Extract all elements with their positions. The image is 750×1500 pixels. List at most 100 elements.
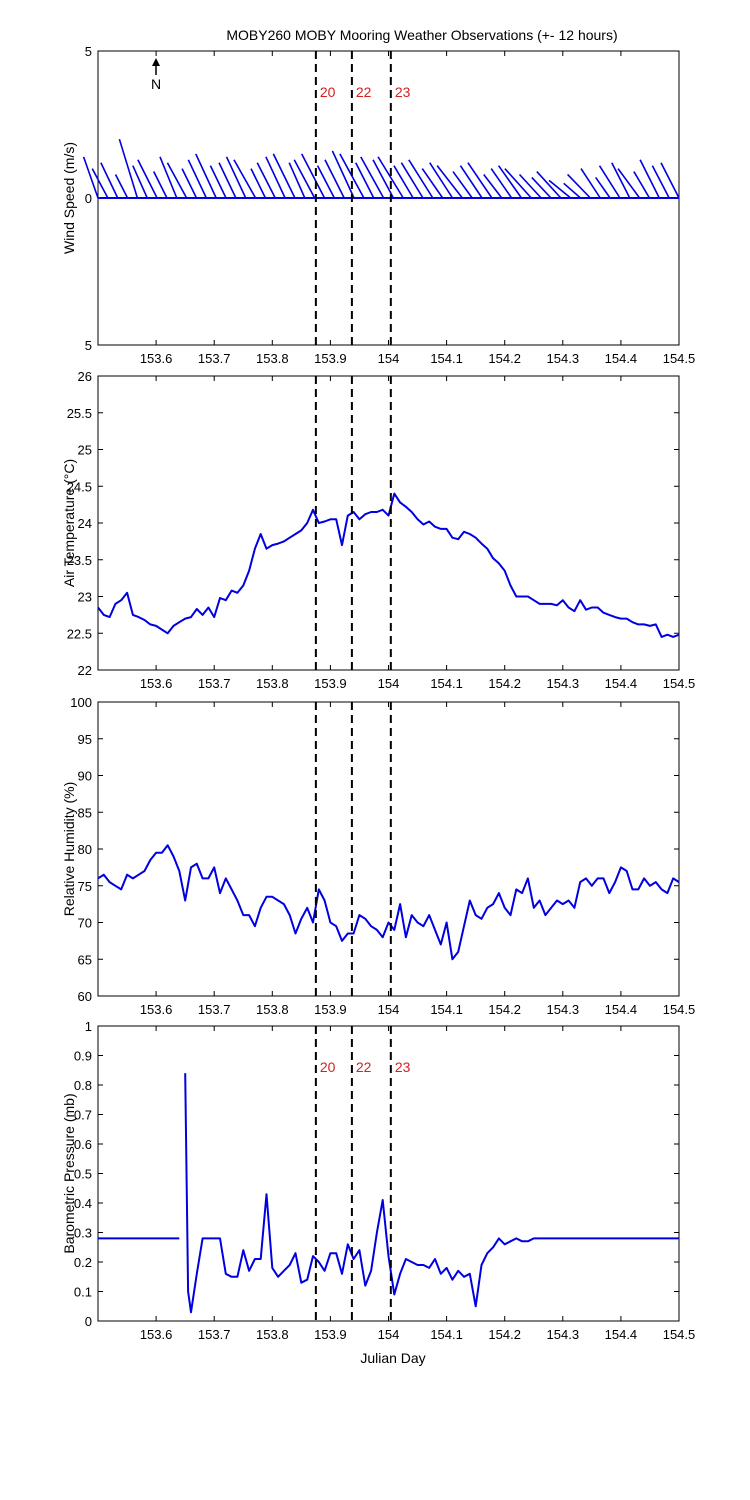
event-marker-label: 22: [356, 1059, 372, 1075]
x-tick-label: 153.8: [256, 351, 289, 366]
wind-stick: [159, 156, 178, 199]
event-marker-label: 22: [356, 84, 372, 100]
y-tick-label: 0.9: [74, 1049, 92, 1064]
wind-stick: [360, 156, 385, 199]
event-marker-label: 20: [320, 84, 336, 100]
x-tick-label: 154.2: [488, 1327, 521, 1342]
x-tick-label: 153.6: [140, 351, 173, 366]
x-tick-label: 154: [378, 351, 400, 366]
y-tick-label: 5: [85, 338, 92, 353]
wind-stick: [218, 162, 237, 199]
y-tick-label: 70: [78, 916, 92, 931]
wind-stick: [233, 159, 257, 199]
y-tick-label: 0.3: [74, 1226, 92, 1241]
series-line-1: [98, 1073, 679, 1314]
x-tick-label: 154.1: [430, 1327, 463, 1342]
y-tick-label: 0.8: [74, 1078, 92, 1093]
y-tick-label: 60: [78, 989, 92, 1004]
wind-stick: [153, 171, 168, 199]
x-tick-label: 154.3: [547, 351, 580, 366]
wind-stick: [611, 162, 631, 199]
wind-stick: [293, 159, 316, 199]
wind-stick: [114, 174, 129, 199]
wind-stick: [408, 159, 434, 199]
y-tick-label: 23.5: [67, 553, 92, 568]
y-tick-label: 100: [70, 695, 92, 710]
chart-panel-3: 153.6 153.7 153.8 153.9 154 154.1 154.2 154.3 15…: [61, 695, 695, 1017]
x-tick-label: 153.9: [314, 1002, 347, 1017]
wind-stick: [187, 159, 208, 199]
figure-title: MOBY260 MOBY Mooring Weather Observation…: [226, 27, 617, 43]
chart-panel-4: 153.6 153.7 153.8 153.9 154 154.1 154.2 154.3 15…: [61, 1019, 695, 1342]
x-tick-label: 153.8: [256, 1002, 289, 1017]
x-tick-label: 154.1: [430, 676, 463, 691]
wind-stick: [639, 159, 661, 199]
x-tick-label: 154.2: [488, 676, 521, 691]
wind-stick: [617, 168, 641, 199]
x-tick-label: 154.4: [605, 351, 638, 366]
wind-stick: [132, 165, 148, 199]
wind-stick: [400, 162, 424, 199]
y-axis-label: Wind Speed (m/s): [61, 142, 77, 254]
y-tick-label: 0.4: [74, 1196, 92, 1211]
axes-frame: [97, 375, 680, 671]
wind-stick: [436, 165, 463, 199]
x-tick-label: 154.3: [547, 1327, 580, 1342]
y-tick-label: 24: [78, 516, 92, 531]
wind-stick: [300, 153, 326, 199]
y-tick-label: 26: [78, 369, 92, 384]
wind-stick: [490, 168, 513, 199]
wind-stick: [651, 165, 670, 199]
x-axis-label: Julian Day: [360, 1350, 425, 1366]
wind-stick: [452, 171, 473, 199]
x-tick-label: 154.1: [430, 351, 463, 366]
wind-stick: [421, 168, 444, 199]
event-marker-label: 20: [320, 1059, 336, 1075]
wind-stick: [377, 156, 404, 199]
y-axis-label: Barometric Pressure (mb): [61, 1093, 77, 1253]
wind-stick: [181, 168, 198, 199]
y-tick-label: 0.1: [74, 1285, 92, 1300]
wind-stick: [100, 162, 119, 199]
x-tick-label: 153.9: [314, 351, 347, 366]
axes-frame: [97, 1025, 680, 1322]
x-tick-label: 154: [378, 1327, 400, 1342]
x-tick-label: 153.7: [198, 351, 231, 366]
series-line-1: [97, 844, 680, 961]
y-tick-label: 25.5: [67, 406, 92, 421]
north-label: N: [151, 76, 161, 92]
x-tick-label: 153.9: [314, 676, 347, 691]
wind-stick: [633, 171, 651, 199]
wind-stick: [518, 173, 542, 199]
wind-stick: [548, 179, 572, 199]
wind-stick: [256, 162, 276, 199]
x-tick-label: 154.2: [488, 351, 521, 366]
x-tick-label: 153.7: [198, 1327, 231, 1342]
x-tick-label: 154.5: [663, 1002, 696, 1017]
wind-stick: [91, 168, 109, 199]
chart-panel-2: 153.6 153.7 153.8 153.9 154 154.1 154.2 154.3 15…: [61, 369, 695, 691]
event-marker-label: 23: [395, 84, 411, 100]
wind-stick: [209, 165, 227, 199]
x-tick-label: 154: [378, 676, 400, 691]
wind-stick: [429, 162, 454, 199]
y-axis-label: Relative Humidity (%): [61, 782, 77, 917]
wind-stick: [265, 156, 286, 199]
x-tick-label: 153.7: [198, 1002, 231, 1017]
x-tick-label: 153.8: [256, 676, 289, 691]
y-tick-label: 0: [85, 1314, 92, 1329]
wind-stick: [393, 165, 414, 199]
wind-stick: [316, 165, 336, 199]
y-axis-label: Air Temperature (°C): [61, 459, 77, 587]
y-tick-label: 80: [78, 842, 92, 857]
y-tick-label: 0.6: [74, 1137, 92, 1152]
y-tick-label: 0: [85, 191, 92, 206]
wind-stick: [531, 176, 552, 199]
x-tick-label: 154.3: [547, 1002, 580, 1017]
wind-stick: [331, 150, 355, 199]
wind-stick: [580, 168, 601, 199]
wind-stick: [355, 162, 375, 199]
wind-stick: [195, 153, 217, 199]
x-tick-label: 154: [378, 1002, 400, 1017]
y-tick-label: 0.7: [74, 1108, 92, 1123]
